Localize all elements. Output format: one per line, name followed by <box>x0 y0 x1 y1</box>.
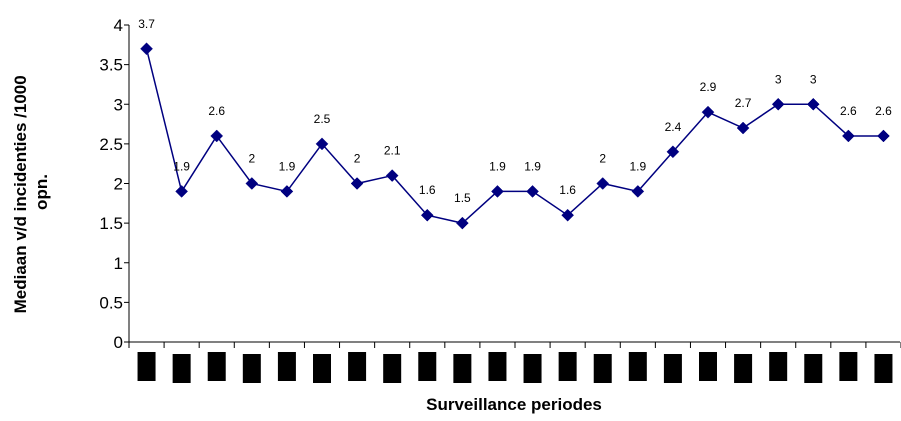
data-point-marker <box>806 97 820 111</box>
x-axis-title: Surveillance periodes <box>426 395 602 414</box>
data-point-marker <box>456 216 469 230</box>
y-tick-label: 2.5 <box>99 135 123 154</box>
data-point-marker <box>385 169 399 182</box>
data-label: 3 <box>775 72 782 86</box>
y-tick-label: 0.5 <box>99 293 123 312</box>
y-tick-label: 1.5 <box>99 214 123 233</box>
x-tick-label-redacted <box>874 354 893 383</box>
y-tick-label: 3 <box>114 95 123 114</box>
y-tick-label: 3.5 <box>99 56 123 75</box>
x-tick-label-redacted <box>628 352 647 381</box>
data-label: 1.9 <box>279 159 296 173</box>
y-tick-label: 1 <box>114 254 123 273</box>
data-point-marker <box>420 208 434 222</box>
data-label: 2.9 <box>700 80 717 94</box>
x-tick-label-redacted <box>207 352 226 381</box>
data-point-marker <box>701 105 715 119</box>
x-tick-label-redacted <box>769 352 788 381</box>
x-tick-label-redacted <box>172 354 191 383</box>
y-axis-title-line-2: opn. <box>32 174 51 210</box>
x-tick-label-redacted <box>453 354 472 383</box>
x-tick-label-redacted <box>839 352 858 381</box>
x-tick-label-redacted <box>663 354 682 383</box>
data-label: 1.6 <box>559 183 576 197</box>
data-label: 1.6 <box>419 183 436 197</box>
x-tick-label-redacted <box>558 352 577 381</box>
data-labels: 3.7 1.9 2.6 2 1.9 2.5 2 2.1 1.6 1.5 1.9 1.9 1.6 2 1.9 2… <box>138 17 892 205</box>
data-point-marker <box>842 129 855 143</box>
data-point-marker <box>491 185 504 198</box>
y-axis-title-line-1: Mediaan v/d incidenties /1000 <box>11 75 30 313</box>
x-tick-label-redacted <box>242 354 261 383</box>
data-label: 2.4 <box>665 120 682 134</box>
x-tick-label-redacted <box>804 354 823 383</box>
data-label: 2.1 <box>384 144 401 158</box>
data-point-marker <box>175 185 188 198</box>
data-label: 2 <box>354 152 361 166</box>
series-line <box>145 48 884 224</box>
y-tick-label: 2 <box>114 175 123 194</box>
data-label: 1.9 <box>489 159 506 173</box>
data-point-marker <box>350 177 364 190</box>
data-label: 2.6 <box>208 104 225 118</box>
x-tick-label-redacted <box>488 352 507 381</box>
data-point-marker <box>596 177 610 190</box>
y-axis-title: Mediaan v/d incidenties /1000 opn. <box>11 71 51 314</box>
data-label: 2.6 <box>840 104 857 118</box>
series-markers <box>140 42 890 230</box>
data-point-marker <box>140 42 153 56</box>
x-tick-label-redacted <box>418 352 437 381</box>
data-point-marker <box>877 129 890 143</box>
y-axis-ticks: 0 0.5 1 1.5 2 2.5 3 3.5 4 <box>99 16 129 352</box>
data-point-marker <box>771 97 785 111</box>
data-point-marker <box>561 208 574 222</box>
x-tick-label-redacted <box>348 352 367 381</box>
data-point-marker <box>245 177 259 190</box>
series-line-group <box>145 48 884 224</box>
data-label: 1.9 <box>524 159 541 173</box>
data-point-marker <box>631 185 645 198</box>
x-tick-label-redacted <box>383 354 402 383</box>
x-tick-label-redacted <box>313 354 331 383</box>
data-point-marker <box>315 137 329 151</box>
data-label: 1.9 <box>173 159 190 173</box>
y-tick-label: 4 <box>114 16 123 35</box>
x-tick-label-redacted <box>523 354 542 383</box>
x-tick-label-redacted <box>277 352 296 381</box>
data-point-marker <box>736 121 750 135</box>
data-point-marker <box>280 185 294 198</box>
data-label: 2 <box>599 152 606 166</box>
x-tick-label-redacted <box>734 354 753 383</box>
data-label: 2.6 <box>875 104 892 118</box>
data-label: 1.9 <box>629 159 646 173</box>
y-tick-label: 0 <box>114 333 123 352</box>
data-label: 2.7 <box>735 96 752 110</box>
x-tick-label-redacted <box>699 352 717 381</box>
data-label: 1.5 <box>454 191 471 205</box>
data-label: 3.7 <box>138 17 155 31</box>
data-point-marker <box>526 185 539 198</box>
data-label: 2.5 <box>314 112 331 126</box>
data-point-marker <box>210 129 224 143</box>
x-tick-label-redacted <box>137 352 156 381</box>
data-label: 3 <box>810 72 817 86</box>
data-label: 2 <box>248 152 255 166</box>
x-tick-labels-redacted <box>137 352 893 383</box>
axes <box>128 25 901 348</box>
data-point-marker <box>666 145 680 159</box>
x-tick-label-redacted <box>593 354 612 383</box>
